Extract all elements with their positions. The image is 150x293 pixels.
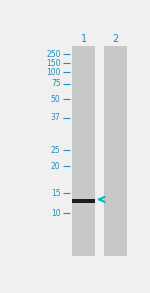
Text: 37: 37 (51, 113, 61, 122)
Bar (104, 47, 127, 256)
Text: 10: 10 (51, 209, 61, 218)
Text: 25: 25 (51, 146, 61, 155)
Text: 50: 50 (51, 95, 61, 104)
Text: 15: 15 (51, 189, 61, 197)
Bar (72, 47, 95, 256)
Text: 1: 1 (81, 34, 87, 44)
Text: 75: 75 (51, 79, 61, 88)
Text: 20: 20 (51, 161, 61, 171)
Text: 2: 2 (112, 34, 118, 44)
Text: 150: 150 (46, 59, 61, 68)
Text: 250: 250 (46, 50, 61, 59)
Bar (72, 199, 95, 203)
Text: 100: 100 (46, 68, 61, 77)
